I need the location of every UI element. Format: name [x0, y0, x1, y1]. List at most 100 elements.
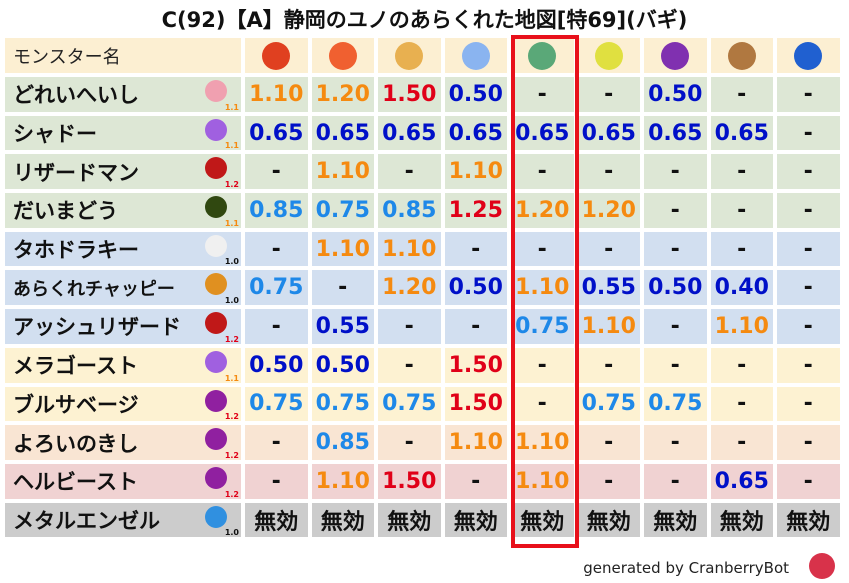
header-element-6 [644, 38, 707, 73]
highlighted-column-frame [511, 35, 579, 548]
flame-icon [328, 41, 357, 70]
earth-icon [727, 41, 756, 70]
resistance-value: 0.65 [245, 115, 308, 151]
monster-name: あらくれチャッピー [13, 278, 175, 300]
resistance-value: - [777, 347, 840, 383]
resistance-value: - [644, 425, 707, 460]
resistance-value: 0.55 [311, 309, 374, 344]
resistance-value: 1.10 [378, 231, 441, 267]
resistance-value: 1.25 [444, 193, 507, 228]
resistance-value: - [710, 77, 773, 112]
page-title: C(92)【A】静岡のユノのあらくれた地図[特69](バギ) [161, 8, 688, 32]
resistance-value: 1.10 [511, 463, 574, 499]
monster-name: ヘルビースト [13, 470, 138, 495]
resistance-value: 0.75 [511, 309, 574, 344]
multiplier-badge: 1.2 [224, 180, 239, 190]
resistance-value: 0.75 [311, 193, 374, 228]
resistance-value: 0.50 [644, 77, 707, 112]
monster-name: アッシュリザード [13, 315, 181, 340]
resistance-value: - [777, 77, 840, 112]
trident-icon [205, 466, 227, 489]
resistance-value: - [511, 77, 574, 112]
resistance-value: - [777, 425, 840, 460]
resistance-value: - [511, 231, 574, 267]
resistance-value: - [710, 425, 773, 460]
multiplier-badge: 1.2 [224, 489, 239, 499]
header-monster-name: モンスター名 [5, 38, 241, 73]
resistance-value: 0.50 [644, 270, 707, 306]
resistance-value: 1.50 [378, 463, 441, 499]
ghost-icon [205, 350, 227, 373]
multiplier-badge: 1.0 [224, 257, 239, 267]
monster-name-cell: メタルエンゼル 1.0 [5, 502, 241, 538]
header-element-3 [444, 38, 507, 73]
resistance-value: - [245, 463, 308, 499]
resistance-value: 1.10 [311, 231, 374, 267]
monster-name: リザードマン [13, 160, 139, 185]
resistance-value: 0.75 [311, 386, 374, 422]
monster-name-cell: リザードマン 1.2 [5, 154, 241, 190]
resistance-value: 0.65 [378, 115, 441, 151]
resistance-value: 1.10 [245, 77, 308, 112]
multiplier-badge: 1.0 [224, 296, 239, 306]
monster-name: よろいのきし [13, 431, 139, 456]
header-element-5 [577, 38, 640, 73]
resistance-value: - [444, 309, 507, 344]
resistance-value: 1.10 [577, 309, 640, 344]
skull-icon [205, 80, 227, 102]
resistance-value: 無効 [511, 502, 574, 538]
ghost-icon [205, 118, 227, 141]
resistance-value: 0.65 [511, 115, 574, 151]
multiplier-badge: 1.1 [224, 102, 239, 112]
cranberry-bot-icon [809, 553, 835, 579]
header-element-8 [777, 38, 840, 73]
monster-name-cell: メラゴースト 1.1 [5, 347, 241, 383]
resistance-value: 0.50 [245, 347, 308, 383]
resistance-value: 1.10 [311, 154, 374, 190]
resistance-value: - [577, 154, 640, 190]
resistance-value: - [245, 154, 308, 190]
resistance-value: 1.10 [511, 270, 574, 306]
ice-icon [461, 41, 490, 70]
resistance-value: - [644, 463, 707, 499]
resistance-value: - [777, 309, 840, 344]
resistance-value: 1.20 [378, 270, 441, 306]
multiplier-badge: 1.0 [224, 528, 239, 538]
resistance-value: - [577, 231, 640, 267]
monster-name-cell: アッシュリザード 1.2 [5, 309, 241, 344]
lightning-icon [594, 41, 623, 70]
darkness-icon [661, 41, 690, 70]
monster-name: メラゴースト [13, 354, 138, 379]
dragon-icon [205, 312, 227, 335]
resistance-value: - [311, 270, 374, 306]
resistance-value: 1.50 [444, 347, 507, 383]
resistance-value: - [511, 347, 574, 383]
resistance-value: 0.50 [311, 347, 374, 383]
resistance-value: 0.85 [378, 193, 441, 228]
resistance-value: - [710, 386, 773, 422]
wind-icon [528, 41, 557, 70]
metal-slime-icon [205, 505, 227, 528]
resistance-value: - [777, 115, 840, 151]
resistance-value: - [710, 347, 773, 383]
monster-name-cell: よろいのきし 1.2 [5, 425, 241, 460]
fireball-icon [262, 41, 291, 70]
header-element-1 [311, 38, 374, 73]
resistance-value: - [777, 193, 840, 228]
resistance-value: 無効 [644, 502, 707, 538]
resistance-value: 1.50 [444, 386, 507, 422]
resistance-value: 無効 [378, 502, 441, 538]
multiplier-badge: 1.2 [224, 412, 239, 422]
resistance-value: 1.10 [311, 463, 374, 499]
resistance-value: - [577, 425, 640, 460]
resistance-value: 1.20 [511, 193, 574, 228]
resistance-value: - [577, 347, 640, 383]
resistance-value: 無効 [311, 502, 374, 538]
paw-icon [205, 273, 227, 296]
header-element-7 [710, 38, 773, 73]
resistance-value: 0.75 [378, 386, 441, 422]
resistance-value: 0.65 [710, 463, 773, 499]
resistance-value: 0.85 [245, 193, 308, 228]
resistance-value: - [378, 154, 441, 190]
explosion-icon [395, 41, 424, 70]
